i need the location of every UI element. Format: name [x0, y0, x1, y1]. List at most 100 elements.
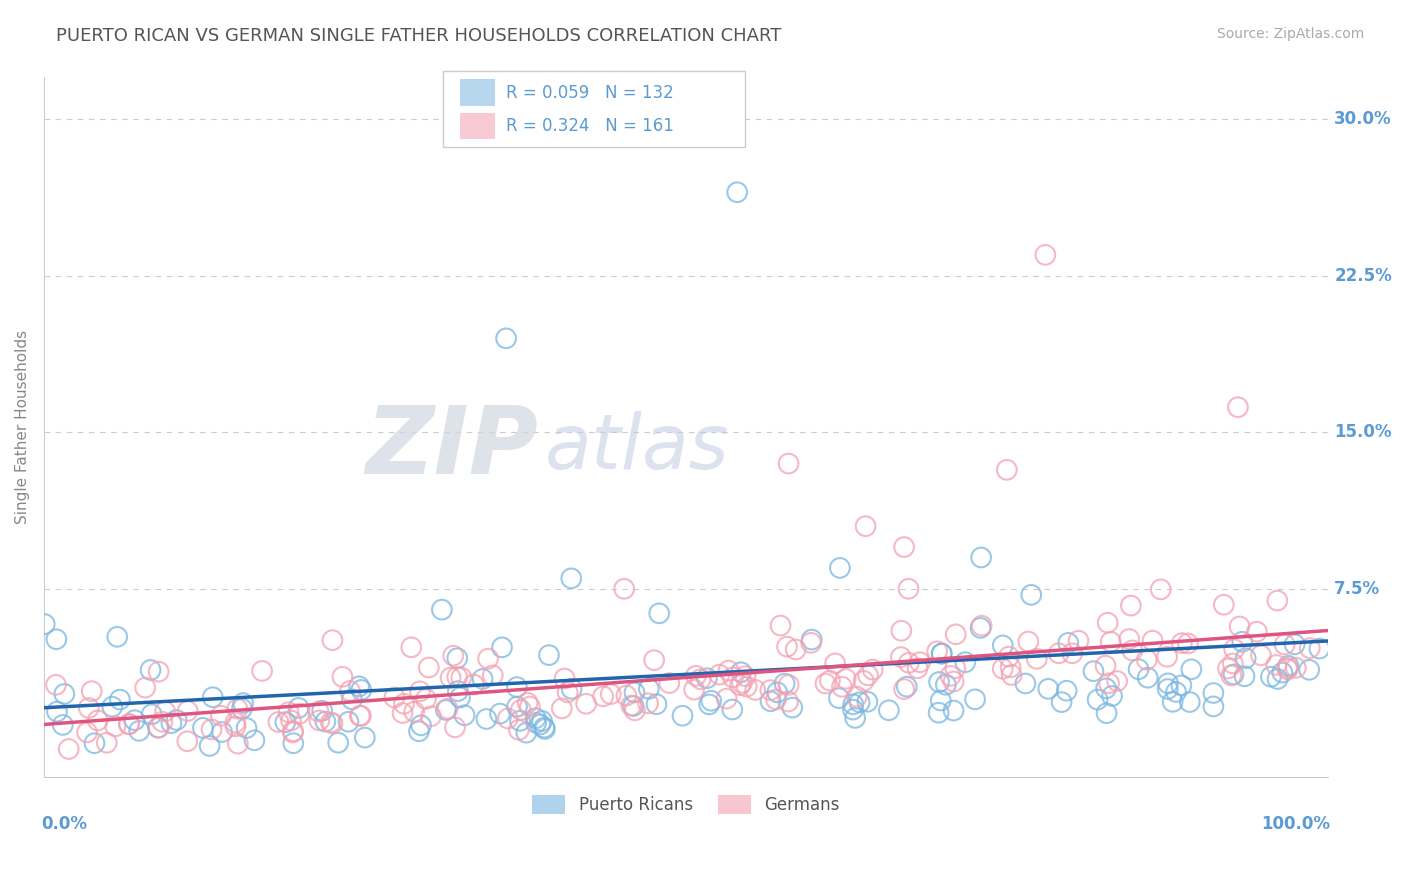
Point — [1250, 648, 1272, 663]
Point — [509, 703, 531, 717]
Point — [671, 708, 693, 723]
Point — [287, 701, 309, 715]
Text: ZIP: ZIP — [366, 402, 538, 494]
Point — [328, 736, 350, 750]
Point — [509, 714, 531, 728]
Point — [408, 724, 430, 739]
Point — [700, 694, 723, 708]
Point — [896, 680, 918, 694]
Point — [856, 695, 879, 709]
Point — [697, 698, 720, 712]
Point — [337, 714, 360, 729]
Point — [436, 702, 458, 716]
Point — [534, 722, 557, 736]
Point — [848, 695, 870, 709]
Point — [529, 717, 551, 731]
Point — [481, 668, 503, 682]
Text: 22.5%: 22.5% — [1334, 267, 1392, 285]
Point — [1260, 670, 1282, 684]
Point — [52, 718, 75, 732]
Point — [491, 640, 513, 655]
Point — [969, 621, 991, 635]
Point — [489, 706, 512, 721]
Point — [1067, 633, 1090, 648]
Point — [1047, 646, 1070, 660]
Point — [621, 698, 644, 713]
Point — [645, 697, 668, 711]
Point — [45, 632, 67, 647]
Text: PUERTO RICAN VS GERMAN SINGLE FATHER HOUSEHOLDS CORRELATION CHART: PUERTO RICAN VS GERMAN SINGLE FATHER HOU… — [56, 27, 782, 45]
Point — [1212, 598, 1234, 612]
Point — [939, 669, 962, 683]
Point — [45, 678, 67, 692]
Point — [1164, 685, 1187, 699]
Point — [146, 721, 169, 735]
Point — [637, 696, 659, 710]
Point — [725, 186, 748, 200]
Point — [108, 692, 131, 706]
Point — [101, 699, 124, 714]
Point — [1202, 699, 1225, 714]
Point — [308, 714, 330, 728]
Point — [778, 678, 800, 692]
Point — [1033, 248, 1056, 262]
Point — [1222, 667, 1244, 681]
Point — [418, 660, 440, 674]
Text: 7.5%: 7.5% — [1334, 580, 1381, 598]
Point — [124, 713, 146, 727]
Point — [319, 715, 342, 730]
Point — [250, 664, 273, 678]
Point — [1050, 695, 1073, 709]
Point — [391, 706, 413, 720]
Point — [785, 642, 807, 657]
Point — [524, 711, 547, 725]
Point — [209, 708, 232, 723]
Point — [332, 670, 354, 684]
Point — [637, 681, 659, 696]
Point — [128, 723, 150, 738]
Point — [907, 661, 929, 675]
Point — [683, 682, 706, 697]
Point — [1014, 676, 1036, 690]
Point — [267, 714, 290, 729]
Point — [1098, 676, 1121, 690]
Point — [551, 701, 574, 715]
Point — [877, 703, 900, 717]
Point — [475, 712, 498, 726]
Point — [34, 617, 56, 632]
Point — [734, 669, 756, 683]
Point — [557, 685, 579, 699]
Point — [350, 709, 373, 723]
Point — [446, 651, 468, 665]
Point — [1234, 651, 1257, 665]
Point — [166, 713, 188, 727]
Point — [824, 657, 846, 671]
Point — [1097, 615, 1119, 630]
Point — [1171, 636, 1194, 650]
Point — [658, 676, 681, 690]
Point — [945, 627, 967, 641]
Point — [409, 684, 432, 698]
Legend: Puerto Ricans, Germans: Puerto Ricans, Germans — [526, 789, 846, 821]
Point — [86, 714, 108, 728]
Point — [506, 680, 529, 694]
Point — [844, 711, 866, 725]
Point — [620, 698, 643, 713]
Point — [1083, 664, 1105, 678]
Point — [1285, 661, 1308, 675]
Point — [496, 711, 519, 725]
Point — [141, 707, 163, 722]
Point — [1277, 662, 1299, 676]
Point — [148, 665, 170, 679]
Point — [1000, 660, 1022, 674]
Point — [1298, 663, 1320, 677]
Point — [1019, 588, 1042, 602]
Point — [516, 696, 538, 710]
Point — [495, 331, 517, 345]
Point — [897, 656, 920, 670]
Point — [856, 668, 879, 682]
Point — [1223, 642, 1246, 657]
Point — [53, 687, 76, 701]
Point — [401, 640, 423, 655]
Point — [765, 692, 787, 706]
